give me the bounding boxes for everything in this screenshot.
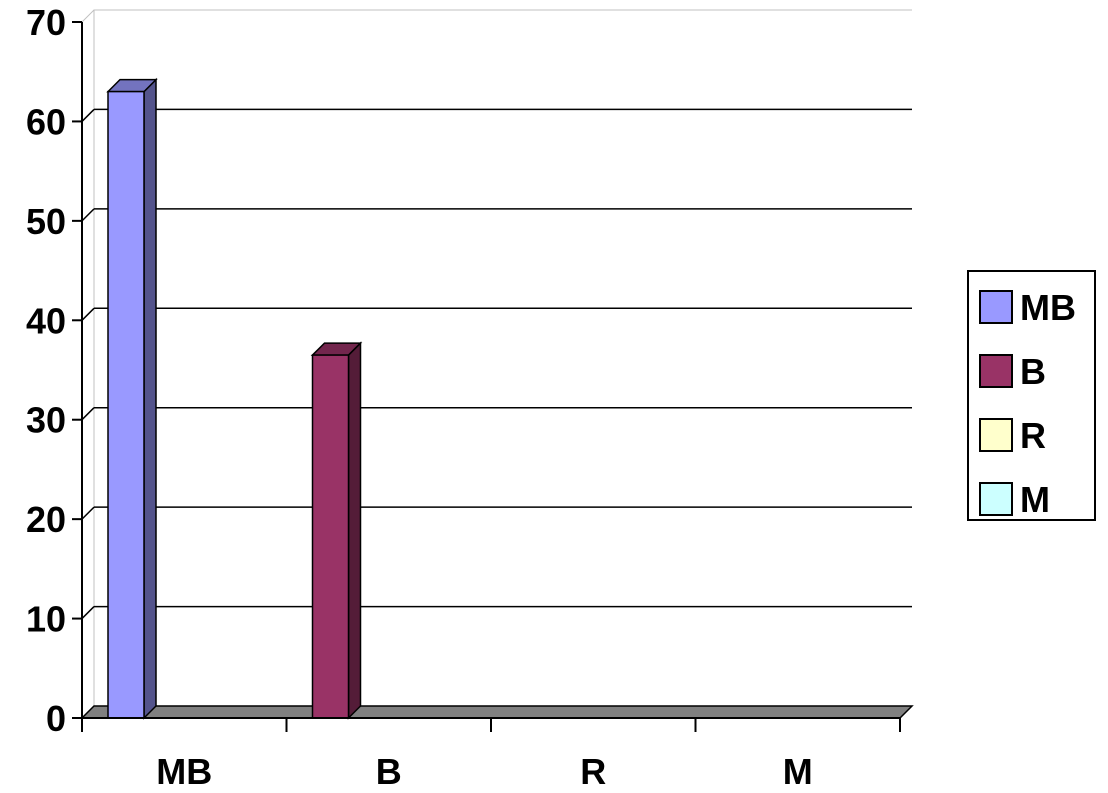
legend-label-R: R bbox=[1020, 415, 1046, 456]
gridline-diagonal-40 bbox=[81, 307, 95, 321]
y-tick-label: 10 bbox=[26, 599, 66, 640]
legend-swatch-R bbox=[979, 418, 1013, 452]
legend-swatch-MB bbox=[979, 290, 1013, 324]
y-axis-ticks: 0 10 20 30 40 50 60 70 bbox=[26, 2, 82, 739]
bar-B bbox=[311, 354, 350, 719]
gridline-diagonal-50 bbox=[81, 208, 95, 222]
legend-label-MB: MB bbox=[1020, 287, 1076, 328]
back-wall-edge bbox=[81, 9, 912, 719]
x-axis-ticks: MB B R M bbox=[81, 718, 901, 792]
chart-floor bbox=[80, 705, 914, 719]
gridline-diagonal-30 bbox=[81, 407, 95, 421]
x-tick-label-R: R bbox=[580, 751, 606, 792]
wall-corner-edge bbox=[81, 9, 95, 23]
gridlines bbox=[81, 108, 912, 620]
x-tick-label-M: M bbox=[783, 751, 813, 792]
bar-side-MB bbox=[143, 77, 157, 720]
gridline-diagonal-20 bbox=[81, 506, 95, 520]
chart-walls bbox=[81, 9, 912, 719]
legend-swatch-B bbox=[979, 354, 1013, 388]
y-tick-label: 70 bbox=[26, 2, 66, 43]
y-tick-label: 30 bbox=[26, 400, 66, 441]
floor-plane bbox=[80, 705, 914, 719]
y-tick-label: 60 bbox=[26, 101, 66, 142]
y-tick-label: 40 bbox=[26, 300, 66, 341]
y-tick-label: 50 bbox=[26, 201, 66, 242]
gridline-diagonal-10 bbox=[81, 606, 95, 620]
y-tick-label: 20 bbox=[26, 499, 66, 540]
legend-label-B: B bbox=[1020, 351, 1046, 392]
bars bbox=[106, 77, 363, 720]
legend-swatch-M bbox=[979, 482, 1013, 516]
legend-label-M: M bbox=[1020, 479, 1050, 520]
axes bbox=[81, 22, 900, 719]
x-tick-label-B: B bbox=[376, 751, 402, 792]
bar-side-B bbox=[347, 341, 362, 720]
legend: MB BRM bbox=[967, 270, 1096, 521]
gridline-diagonal-60 bbox=[81, 108, 95, 122]
y-tick-label: 0 bbox=[46, 698, 66, 739]
bar-MB bbox=[107, 90, 145, 719]
x-tick-label-MB: MB bbox=[156, 751, 212, 792]
